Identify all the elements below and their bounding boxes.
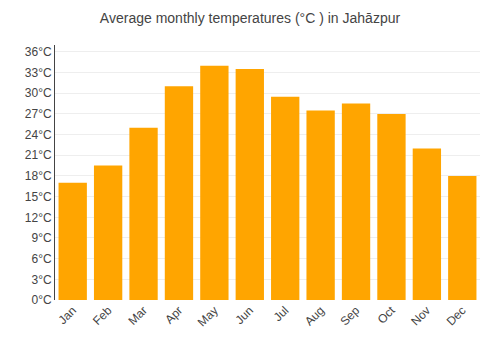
svg-text:Nov: Nov [408, 303, 433, 328]
svg-text:24°C: 24°C [25, 128, 52, 142]
svg-text:30°C: 30°C [25, 86, 52, 100]
svg-text:12°C: 12°C [25, 211, 52, 225]
svg-text:Sep: Sep [337, 303, 362, 328]
svg-text:Dec: Dec [444, 303, 469, 328]
svg-text:Jun: Jun [233, 303, 257, 327]
svg-text:18°C: 18°C [25, 169, 52, 183]
svg-text:15°C: 15°C [25, 190, 52, 204]
svg-text:Oct: Oct [375, 303, 399, 327]
svg-text:6°C: 6°C [31, 252, 51, 266]
svg-text:21°C: 21°C [25, 148, 52, 162]
svg-text:Apr: Apr [162, 303, 185, 326]
svg-text:36°C: 36°C [25, 45, 52, 59]
svg-text:Jul: Jul [271, 303, 292, 324]
svg-text:27°C: 27°C [25, 107, 52, 121]
svg-text:3°C: 3°C [31, 273, 51, 287]
svg-text:Average monthly temperatures (: Average monthly temperatures (°C ) in Ja… [100, 10, 401, 26]
svg-text:May: May [195, 303, 221, 329]
svg-text:Feb: Feb [90, 303, 115, 328]
svg-text:9°C: 9°C [31, 231, 51, 245]
svg-text:33°C: 33°C [25, 66, 52, 80]
svg-text:Aug: Aug [302, 303, 327, 328]
svg-text:Mar: Mar [125, 303, 150, 328]
svg-text:Jan: Jan [55, 303, 79, 327]
svg-text:0°C: 0°C [31, 293, 51, 307]
